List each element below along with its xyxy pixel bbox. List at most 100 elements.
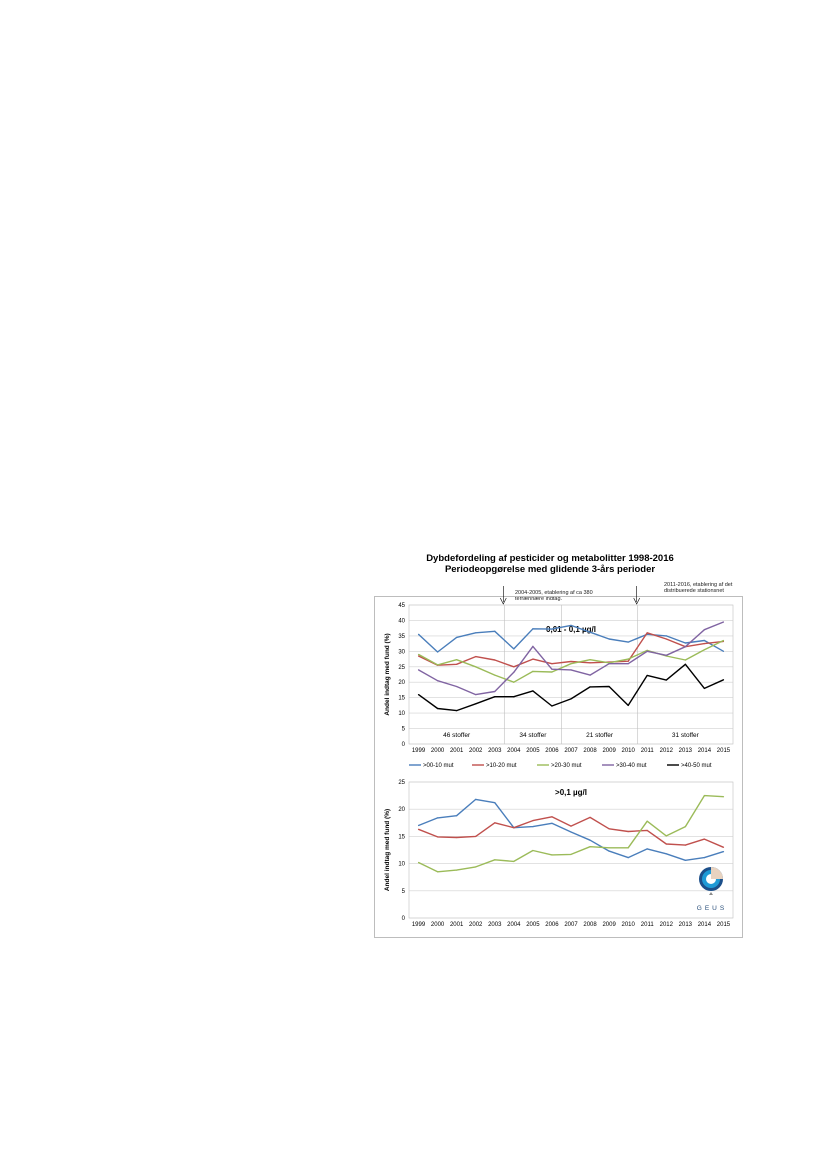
x-tick-label: 2012 bbox=[660, 922, 674, 928]
x-tick-label: 2009 bbox=[602, 748, 616, 754]
data-point bbox=[551, 816, 553, 818]
data-point bbox=[703, 795, 706, 797]
data-point bbox=[665, 635, 667, 637]
data-point bbox=[703, 643, 706, 645]
y-tick-label: 25 bbox=[398, 665, 405, 671]
data-point bbox=[456, 815, 458, 817]
data-point bbox=[475, 655, 477, 658]
data-point bbox=[494, 674, 496, 676]
x-tick-label: 2001 bbox=[450, 922, 464, 928]
data-point bbox=[494, 859, 496, 861]
x-tick-label: 2003 bbox=[488, 748, 502, 754]
data-point bbox=[513, 860, 515, 863]
x-tick-label: 2004 bbox=[507, 748, 521, 754]
data-point bbox=[589, 839, 591, 841]
data-point bbox=[722, 639, 725, 642]
data-point bbox=[417, 669, 420, 671]
data-point bbox=[417, 655, 420, 657]
data-point bbox=[589, 686, 591, 688]
data-point bbox=[684, 663, 686, 665]
data-point bbox=[551, 822, 553, 824]
data-point bbox=[570, 831, 572, 833]
x-tick-label: 2005 bbox=[526, 748, 540, 754]
data-point bbox=[456, 836, 458, 839]
data-point bbox=[589, 816, 591, 818]
data-point bbox=[684, 646, 686, 648]
data-point bbox=[475, 703, 477, 705]
y-tick-label: 30 bbox=[398, 649, 405, 655]
annotation-2011: 2011-2016, etablering af det distribuere… bbox=[664, 582, 733, 594]
data-point bbox=[436, 680, 439, 682]
data-point bbox=[684, 859, 686, 861]
data-point bbox=[436, 651, 439, 653]
annotation-arrowhead bbox=[500, 597, 507, 605]
data-point bbox=[627, 663, 629, 665]
y-tick-label: 20 bbox=[398, 807, 405, 813]
x-tick-label: 2006 bbox=[545, 748, 559, 754]
data-point bbox=[532, 820, 534, 822]
data-point bbox=[494, 822, 496, 824]
x-tick-label: 2013 bbox=[679, 922, 693, 928]
data-point bbox=[475, 632, 477, 634]
data-point bbox=[665, 835, 667, 837]
data-point bbox=[494, 696, 496, 698]
data-point bbox=[665, 843, 667, 845]
x-tick-label: 2007 bbox=[564, 748, 578, 754]
data-point bbox=[722, 796, 725, 798]
data-point bbox=[475, 835, 477, 838]
data-point bbox=[589, 674, 591, 676]
data-point bbox=[551, 668, 553, 670]
data-point bbox=[456, 685, 458, 688]
data-point bbox=[646, 820, 648, 822]
y-tick-label: 15 bbox=[398, 696, 405, 702]
series-line bbox=[418, 794, 724, 873]
data-point bbox=[456, 663, 458, 665]
y-tick-label: 45 bbox=[398, 603, 405, 609]
data-point bbox=[551, 854, 553, 856]
data-point bbox=[513, 648, 515, 650]
data-point bbox=[456, 659, 458, 661]
data-point bbox=[627, 857, 629, 859]
x-tick-label: 2004 bbox=[507, 922, 521, 928]
legend-entry: >10-20 mut bbox=[486, 763, 517, 769]
x-tick-label: 2010 bbox=[621, 922, 635, 928]
data-point bbox=[532, 849, 534, 852]
panel-title: 0,01 - 0,1 µg/l bbox=[546, 625, 596, 634]
data-point bbox=[703, 687, 706, 690]
data-point bbox=[417, 861, 420, 864]
chart-frame bbox=[374, 596, 743, 938]
data-point bbox=[570, 853, 572, 855]
data-point bbox=[494, 802, 496, 804]
x-tick-label: 1999 bbox=[412, 748, 426, 754]
data-point bbox=[513, 666, 515, 668]
data-point bbox=[532, 690, 534, 692]
x-tick-label: 2010 bbox=[621, 748, 635, 754]
data-point bbox=[627, 641, 629, 643]
panel-title: >0,1 µg/l bbox=[555, 788, 587, 797]
data-point bbox=[551, 663, 553, 665]
data-point bbox=[627, 658, 629, 660]
data-point bbox=[684, 844, 686, 846]
x-tick-label: 2005 bbox=[526, 922, 540, 928]
data-point bbox=[665, 654, 667, 656]
data-point bbox=[589, 631, 591, 633]
data-point bbox=[589, 659, 591, 661]
y-tick-label: 20 bbox=[398, 680, 405, 686]
data-point bbox=[513, 671, 515, 673]
annotation-arrowhead bbox=[633, 597, 640, 605]
data-point bbox=[722, 679, 725, 681]
data-point bbox=[532, 645, 534, 647]
x-tick-label: 2002 bbox=[469, 748, 483, 754]
data-point bbox=[703, 639, 706, 642]
data-point bbox=[532, 628, 534, 630]
x-tick-label: 2000 bbox=[431, 748, 445, 754]
data-point bbox=[646, 632, 648, 634]
data-point bbox=[703, 649, 706, 651]
legend-entry: >20-30 mut bbox=[551, 763, 582, 769]
figure-title: Dybdefordeling af pesticider og metaboli… bbox=[426, 553, 674, 564]
crown-icon bbox=[709, 892, 713, 895]
y-axis-label: Andel indtag med fund (%) bbox=[384, 633, 391, 715]
data-point bbox=[475, 666, 477, 668]
legend-entry: >00-10 mut bbox=[423, 763, 454, 769]
